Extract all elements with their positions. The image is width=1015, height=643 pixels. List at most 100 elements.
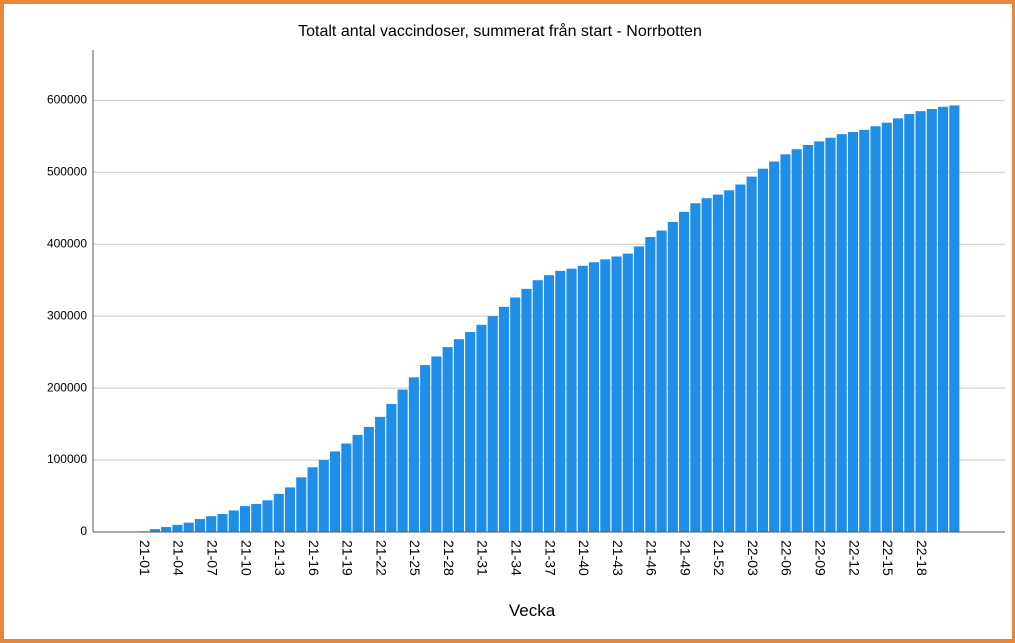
y-tick-label: 200000 [47,380,87,394]
bar [588,262,600,532]
x-tick-label: 21-34 [509,540,525,576]
bar [296,477,307,532]
bar [881,122,892,532]
x-tick-label: 21-04 [171,540,187,576]
bar [825,137,836,533]
bar [555,270,566,532]
x-tick-label: 21-25 [407,540,423,576]
bar [521,288,532,532]
chart: Totalt antal vaccindoser, summerat från … [47,22,1005,620]
bar [780,154,791,533]
bar [690,203,701,532]
x-tick-label: 21-13 [272,540,288,576]
bar [656,230,667,533]
x-tick-label: 21-16 [306,540,322,576]
bar [611,256,622,532]
bar [149,529,160,532]
bar [701,198,712,532]
bar [363,426,374,532]
bar [543,275,555,532]
bar [408,377,419,532]
bar [307,467,318,532]
bar [949,105,960,532]
y-tick-label: 300000 [47,308,87,322]
x-tick-label: 21-46 [644,540,660,576]
bar [679,211,690,533]
bar [600,259,611,532]
bar [577,265,588,532]
bar [735,184,746,532]
y-tick-label: 500000 [47,164,87,178]
y-tick-label: 0 [80,524,87,538]
bar [667,221,678,532]
bar [161,526,172,532]
x-tick-label: 21-31 [475,540,491,576]
bar [273,493,284,532]
bar [634,246,645,532]
bar [183,522,194,532]
bar [802,144,814,533]
x-tick-label: 22-03 [745,540,761,576]
bar [476,324,487,532]
bar [262,500,273,532]
bar [239,506,251,532]
x-tick-label: 21-19 [340,540,356,576]
bar [420,365,431,532]
x-tick-label: 22-06 [779,540,795,576]
bar [791,149,802,532]
bar [510,297,521,532]
x-tick-label: 21-28 [441,540,457,576]
x-tick-label: 21-40 [576,540,592,576]
bar [847,132,859,532]
x-tick-label: 22-12 [846,540,862,576]
x-tick-label: 22-09 [813,540,829,576]
bar [330,451,341,532]
bar [769,161,780,533]
x-tick-label: 21-49 [677,540,693,576]
bar [757,168,768,533]
bar [206,516,217,532]
bar [442,347,453,532]
y-tick-label: 400000 [47,236,87,250]
bar [915,111,926,532]
x-tick-label: 21-22 [373,540,389,576]
x-tick-label: 21-01 [137,540,153,576]
bar [465,332,476,532]
bar [566,268,577,532]
bar [712,194,723,532]
x-tick-label: 21-43 [610,540,626,576]
bar [431,356,442,532]
bar [938,106,949,533]
bar [172,524,183,532]
bar [352,434,363,532]
x-tick-label: 21-37 [542,540,558,576]
bar [746,176,757,532]
bar [532,280,543,532]
bar [814,141,825,532]
x-tick-label: 22-15 [880,540,896,576]
bar [498,306,510,532]
bar [622,253,633,532]
bar [870,126,881,532]
bar [375,416,386,532]
bar [251,503,262,532]
bar [724,190,735,533]
x-tick-label: 22-18 [914,540,930,576]
bar [926,108,937,533]
x-tick-label: 21-10 [238,540,254,576]
bar [487,316,498,532]
bar [397,389,408,532]
bar [645,237,656,532]
bar [284,487,296,532]
bar [904,114,915,533]
bar [318,460,329,532]
bar [836,134,847,532]
chart-title: Totalt antal vaccindoser, summerat från … [298,22,702,40]
x-tick-label: 21-52 [711,540,727,576]
bar [386,403,397,532]
y-tick-label: 600000 [47,93,87,107]
y-tick-label: 100000 [47,452,87,466]
bar [453,339,464,532]
bar [228,510,239,532]
